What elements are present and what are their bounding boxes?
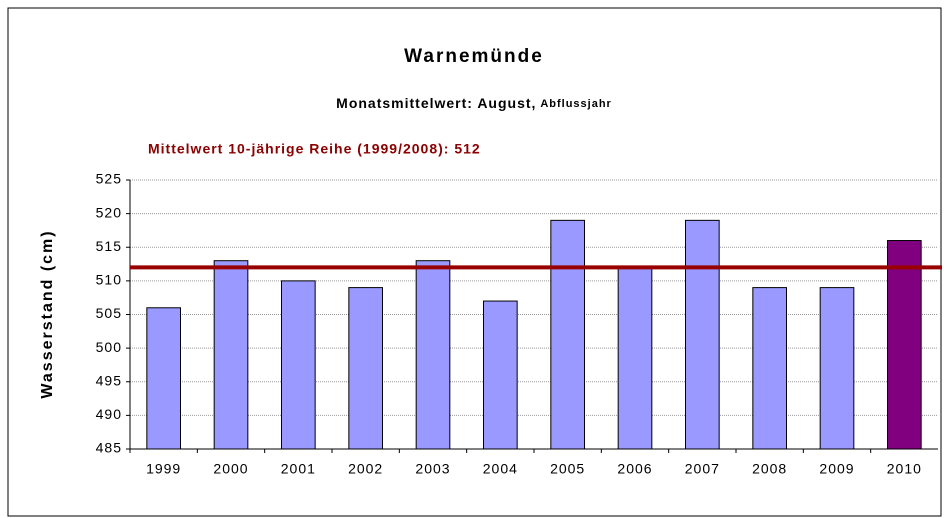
x-tick-label: 2009 — [819, 461, 854, 477]
x-tick-label: 2004 — [483, 461, 518, 477]
y-tick-label: 490 — [96, 406, 122, 422]
y-tick-label: 510 — [96, 272, 122, 288]
bar — [281, 280, 316, 450]
y-axis-label: Wasserstand (cm) — [39, 229, 56, 398]
x-tick-label: 2008 — [752, 461, 787, 477]
bar — [213, 260, 249, 450]
bar — [819, 287, 855, 450]
y-tick-label: 525 — [96, 171, 122, 187]
y-tick-label: 500 — [96, 339, 122, 355]
x-tick-label: 2005 — [550, 461, 585, 477]
y-tick-label: 520 — [96, 204, 122, 220]
y-tick-label: 515 — [96, 238, 122, 254]
y-tick-label: 505 — [96, 305, 122, 321]
bar — [887, 240, 922, 450]
x-tick-label: 2007 — [685, 461, 720, 477]
x-tick-label: 2003 — [415, 461, 450, 477]
x-tick-label: 2006 — [617, 461, 652, 477]
x-tick-label: 2002 — [348, 461, 383, 477]
bar — [483, 300, 518, 450]
bar — [415, 260, 451, 450]
x-tick-label: 2010 — [887, 461, 922, 477]
subtitle-main: Monatsmittelwert: August, — [336, 95, 536, 111]
subtitle: Monatsmittelwert: August, Abflussjahr — [336, 95, 612, 111]
annotation: Mittelwert 10-jährige Reihe (1999/2008):… — [148, 141, 481, 157]
y-tick-label: 495 — [96, 372, 122, 388]
x-tick-label: 2001 — [281, 461, 316, 477]
x-tick-label: 1999 — [146, 461, 181, 477]
bar — [752, 287, 787, 450]
bar — [617, 266, 653, 450]
bar — [550, 219, 585, 450]
y-tick-label: 485 — [96, 440, 122, 456]
bar — [146, 307, 181, 450]
bar — [348, 287, 384, 450]
bar — [685, 219, 720, 450]
x-tick-label: 2000 — [213, 461, 248, 477]
chart-title: Warnemünde — [404, 46, 544, 67]
subtitle-suffix: Abflussjahr — [540, 98, 612, 110]
